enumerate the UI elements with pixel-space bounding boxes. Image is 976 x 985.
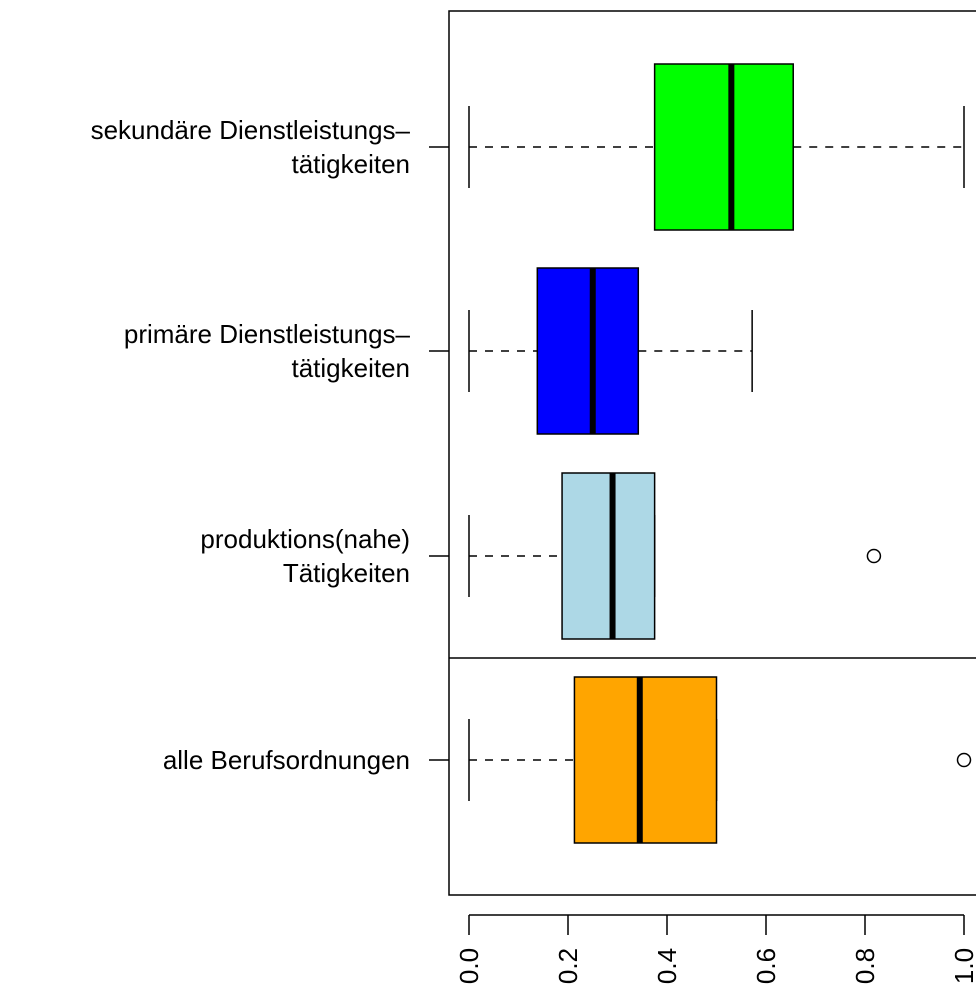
- box-body: [573, 676, 718, 844]
- outlier-point: [956, 752, 972, 768]
- y-tick-label: alle Berufsordnungen: [163, 745, 410, 775]
- y-tick-label: tätigkeiten: [291, 149, 410, 179]
- x-tick-label: 0.4: [652, 948, 682, 984]
- y-tick-label: Tätigkeiten: [283, 558, 410, 588]
- y-tick-label: produktions(nahe): [200, 524, 410, 554]
- outlier-point: [866, 548, 882, 564]
- y-tick-label: sekundäre Dienstleistungs–: [91, 115, 411, 145]
- box-1: [468, 267, 753, 435]
- box-body: [653, 63, 794, 231]
- plot-frame: [448, 10, 976, 896]
- x-axis: 0.0 0.2 0.4 0.6 0.8 1.0: [454, 914, 976, 984]
- box-0: [468, 63, 965, 231]
- x-tick-label: 0.6: [751, 948, 781, 984]
- box-body: [536, 267, 640, 435]
- x-tick-label: 0.2: [553, 948, 583, 984]
- y-tick-label: primäre Dienstleistungs–: [124, 319, 411, 349]
- box-3: [468, 676, 972, 844]
- x-tick-label: 1.0: [949, 948, 976, 984]
- x-tick-label: 0.8: [850, 948, 880, 984]
- y-tick-label: tätigkeiten: [291, 353, 410, 383]
- box-body: [561, 472, 656, 640]
- y-axis: sekundäre Dienstleistungs– tätigkeiten pri…: [91, 115, 449, 775]
- plot-border: [448, 10, 976, 896]
- box-2: [468, 472, 882, 640]
- boxes-group: [468, 63, 972, 844]
- x-tick-label: 0.0: [454, 948, 484, 984]
